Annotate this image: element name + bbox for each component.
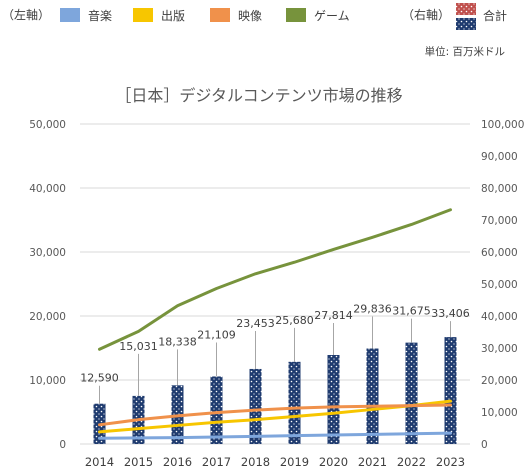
legend-label-game: ゲーム (314, 9, 350, 23)
bar-total (249, 368, 262, 444)
y-tick-label-right: 40,000 (481, 311, 518, 323)
y-tick-label-right: 100,000 (481, 119, 524, 131)
data-label-total: 21,109 (197, 328, 236, 341)
legend: （左軸） 音楽 出版 映像 ゲーム （右軸） 合計 (2, 3, 507, 30)
lines (98, 208, 452, 440)
x-tick-label: 2019 (280, 455, 309, 469)
y-tick-label-left: 10,000 (29, 375, 66, 387)
data-label-total: 29,836 (353, 303, 392, 316)
bar-total (210, 376, 223, 444)
x-tick-label: 2015 (124, 455, 153, 469)
legend-swatch-video (210, 8, 230, 22)
bar-total (366, 348, 379, 444)
x-tick-label: 2021 (358, 455, 387, 469)
data-label-total: 25,680 (275, 314, 314, 327)
label-leader-lines (99, 316, 451, 404)
data-label-total: 23,453 (236, 317, 275, 330)
x-tick-label: 2018 (241, 455, 270, 469)
x-axis: 2014 2015 2016 2017 2018 2019 2020 2021 2022 2023 (85, 455, 465, 469)
line-series (98, 208, 452, 351)
data-label-total: 33,406 (431, 307, 470, 320)
legend-label-music: 音楽 (88, 8, 112, 23)
left-axis-legend-label: （左軸） (2, 7, 50, 22)
bar-total (444, 337, 457, 444)
line-series (98, 431, 452, 440)
line-series (98, 399, 452, 434)
gridlines (80, 123, 470, 445)
legend-swatch-publishing (133, 8, 153, 22)
data-label-total: 18,338 (158, 335, 197, 348)
x-tick-label: 2023 (436, 455, 465, 469)
y-tick-label-left: 20,000 (29, 311, 66, 323)
y-tick-label-right: 0 (481, 439, 488, 451)
left-axis: 0 10,000 20,000 30,000 40,000 50,000 (29, 119, 66, 451)
x-tick-label: 2014 (85, 455, 114, 469)
x-tick-label: 2020 (319, 455, 348, 469)
legend-swatch-game (286, 8, 306, 22)
bar-total (288, 361, 301, 444)
bar-total (405, 342, 418, 444)
y-tick-label-right: 90,000 (481, 151, 518, 163)
y-tick-label-right: 30,000 (481, 343, 518, 355)
y-tick-label-right: 70,000 (481, 215, 518, 227)
chart-title: ［日本］デジタルコンテンツ市場の推移 (115, 86, 402, 105)
legend-swatch-music (60, 8, 80, 22)
bars (93, 337, 457, 444)
y-tick-label-left: 50,000 (29, 119, 66, 131)
y-tick-label-left: 30,000 (29, 247, 66, 259)
data-label-total: 27,814 (314, 309, 353, 322)
data-label-total: 31,675 (392, 305, 431, 318)
y-tick-label-right: 10,000 (481, 407, 518, 419)
bar-total (327, 354, 340, 444)
legend-swatch-total-blue (456, 18, 476, 30)
legend-swatch-total-red (456, 3, 476, 15)
right-axis-legend-label: （右軸） (402, 7, 450, 22)
data-label-total: 15,031 (119, 340, 158, 353)
legend-label-total: 合計 (483, 8, 507, 23)
x-tick-label: 2016 (163, 455, 192, 469)
y-tick-label-left: 0 (59, 439, 66, 451)
x-tick-label: 2017 (202, 455, 231, 469)
y-tick-label-right: 60,000 (481, 247, 518, 259)
y-tick-label-right: 50,000 (481, 279, 518, 291)
y-tick-label-right: 80,000 (481, 183, 518, 195)
legend-label-video: 映像 (238, 9, 262, 23)
right-axis: 0 10,000 20,000 30,000 40,000 50,000 60,000 70,… (481, 119, 524, 451)
y-tick-label-left: 40,000 (29, 183, 66, 195)
data-label-total: 12,590 (80, 372, 119, 385)
y-tick-label-right: 20,000 (481, 375, 518, 387)
line-series (98, 403, 452, 427)
legend-label-publishing: 出版 (161, 9, 185, 23)
x-tick-label: 2022 (397, 455, 426, 469)
unit-label: 単位: 百万米ドル (425, 45, 505, 58)
